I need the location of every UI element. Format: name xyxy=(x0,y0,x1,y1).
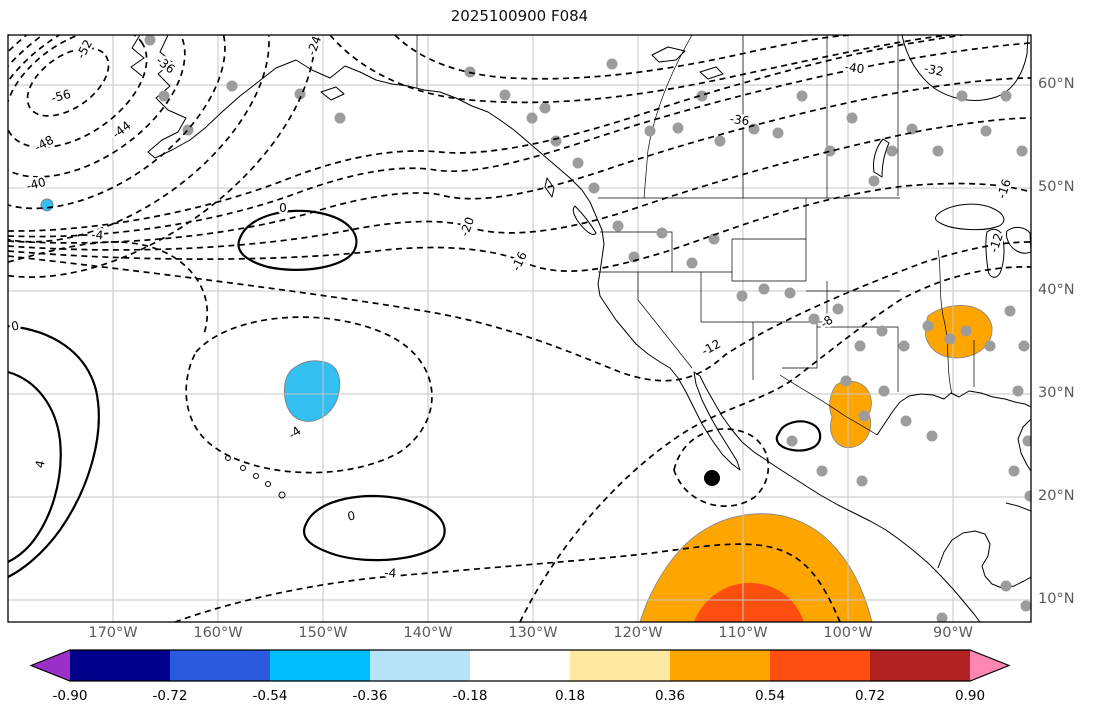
island xyxy=(265,481,271,487)
colorbar-tick-label: 0.18 xyxy=(554,688,586,704)
cyclone-marker-dot xyxy=(704,470,720,486)
colorbar xyxy=(29,649,1011,682)
contour-label: -16 xyxy=(995,177,1014,200)
colorbar-tick-label: -0.18 xyxy=(452,688,488,704)
shaded-negative-pacific xyxy=(283,360,341,422)
contour-label: -4 xyxy=(384,566,397,581)
colorbar-outline xyxy=(29,649,1011,682)
coastlines xyxy=(130,35,1031,622)
figure-title: 2025100900 F084 xyxy=(450,7,589,25)
contour-label: -20 xyxy=(457,215,477,238)
shaded-positive-itcz xyxy=(639,513,873,622)
island xyxy=(278,491,286,499)
contour-label: -40 xyxy=(25,175,48,194)
zero-positive-contours-solid xyxy=(8,209,822,578)
negative-contours-dashed xyxy=(8,35,1031,622)
shaded-anomaly-patches xyxy=(40,198,993,622)
lat-tick-label: 50°N xyxy=(1038,179,1075,195)
colorbar-segment xyxy=(370,650,471,681)
colorbar-tick-label: 0.72 xyxy=(854,688,886,704)
colorbar-tick-label: 0.54 xyxy=(754,688,786,704)
lon-tick-label: 100°W xyxy=(823,625,873,641)
contour-labels: -52-36-56-48-44-40-240-4 -20-16-36-40 -32-… xyxy=(8,34,1016,583)
contour-label: -48 xyxy=(32,133,56,155)
contour-label: -12 xyxy=(699,337,723,359)
colorbar-segment xyxy=(70,650,171,681)
contour-label: -36 xyxy=(729,112,750,129)
contour-label: 0 xyxy=(346,509,356,524)
contour-label: -52 xyxy=(74,37,96,61)
shaded-positive-southeast-us xyxy=(925,305,993,359)
lon-tick-label: 90°W xyxy=(932,625,974,641)
political-borders xyxy=(416,35,975,436)
colorbar-segment xyxy=(770,650,871,681)
contour-label: -16 xyxy=(509,249,530,273)
colorbar-segment xyxy=(170,650,271,681)
colorbar-segment xyxy=(270,650,371,681)
lat-tick-label: 20°N xyxy=(1038,488,1075,504)
colorbar-tick-label: 0.36 xyxy=(654,688,686,704)
colorbar-segment xyxy=(870,650,971,681)
contour-label: -12 xyxy=(987,231,1006,254)
lat-tick-label: 30°N xyxy=(1038,385,1075,401)
lon-tick-label: 150°W xyxy=(298,625,348,641)
lon-tick-label: 130°W xyxy=(508,625,558,641)
island xyxy=(253,473,259,479)
shaded-positive-texas xyxy=(829,380,872,448)
colorbar-tick-label: -0.54 xyxy=(252,688,288,704)
colorbar-left-arrow xyxy=(31,650,70,681)
lon-tick-label: 140°W xyxy=(403,625,453,641)
contour-label: -4 xyxy=(286,424,304,442)
lon-tick-label: 160°W xyxy=(193,625,243,641)
contour-label: -4 xyxy=(91,228,104,243)
contour-label: -8 xyxy=(818,313,836,331)
contour-label: 4 xyxy=(32,459,47,469)
contour-label: -32 xyxy=(923,61,945,79)
lat-tick-label: 10°N xyxy=(1038,591,1075,607)
island xyxy=(240,465,246,471)
shaded-positive-itcz-core xyxy=(694,583,804,622)
contour-label: -56 xyxy=(50,87,73,106)
colorbar-segment xyxy=(670,650,771,681)
contour-label: 0 xyxy=(279,201,287,215)
colorbar-tick-label: -0.36 xyxy=(352,688,388,704)
colorbar-tick-label: -0.72 xyxy=(152,688,188,704)
lat-tick-label: 60°N xyxy=(1038,76,1075,92)
contour-label: 0 xyxy=(10,318,20,333)
map-plot-area: -52-36-56-48-44-40-240-4 -20-16-36-40 -32-… xyxy=(8,34,1031,622)
station-dots xyxy=(144,35,1031,622)
colorbar-segment xyxy=(570,650,671,681)
lon-tick-label: 170°W xyxy=(88,625,138,641)
colorbar-right-arrow xyxy=(970,650,1009,681)
lon-tick-label: 120°W xyxy=(613,625,663,641)
colorbar-tick-label: 0.90 xyxy=(954,688,986,704)
map-frame xyxy=(7,34,1032,623)
lat-tick-label: 40°N xyxy=(1038,282,1075,298)
contour-label: -24 xyxy=(304,34,324,57)
contour-label: -36 xyxy=(153,53,177,76)
shaded-negative-small xyxy=(40,198,54,212)
colorbar-tick-label: -0.90 xyxy=(52,688,88,704)
colorbar-segment xyxy=(470,650,571,681)
lon-tick-label: 110°W xyxy=(718,625,768,641)
contour-label: -40 xyxy=(844,60,865,77)
